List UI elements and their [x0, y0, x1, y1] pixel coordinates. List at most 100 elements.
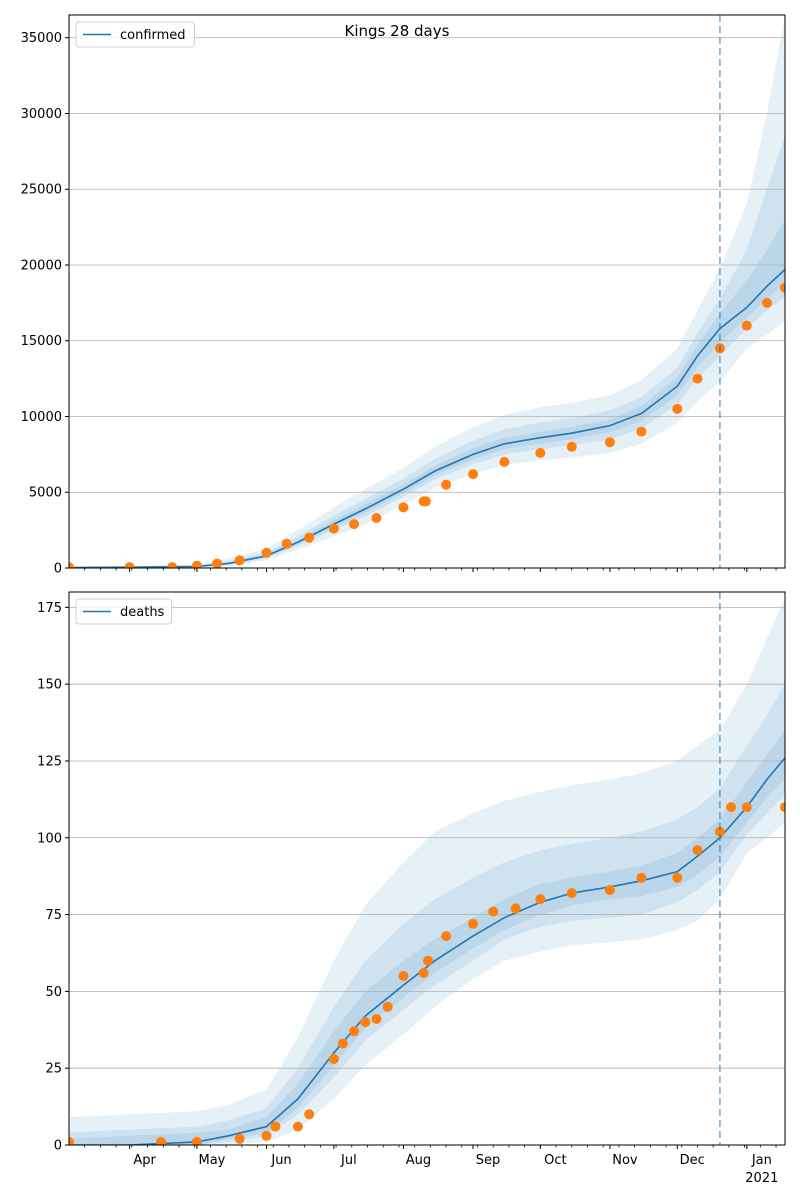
deaths-observed-point: [741, 802, 752, 813]
confirmed-observed-point: [741, 320, 752, 331]
deaths-x-tick-label: Jun: [270, 1153, 291, 1168]
confirmed-observed-point: [468, 469, 478, 480]
confirmed-model-median-line: [69, 268, 785, 568]
confirmed-y-tick-label: 30000: [21, 107, 62, 122]
confirmed-observed-point: [349, 519, 360, 530]
confirmed-observed-point: [780, 282, 785, 293]
confirmed-y-tick-label: 15000: [21, 334, 62, 349]
deaths-x-tick-label: May: [198, 1153, 225, 1168]
confirmed-observed-point: [261, 547, 272, 558]
deaths-y-tick-label: 100: [37, 831, 62, 846]
deaths-y-tick-label: 75: [45, 908, 62, 923]
deaths-model-median-line: [69, 757, 785, 1145]
deaths-observed-point: [636, 872, 647, 883]
deaths-observed-point: [328, 1054, 339, 1064]
chart-title: Kings 28 days: [345, 22, 450, 40]
confirmed-observed-point: [304, 532, 315, 543]
confirmed-panel: 0 5000 10000 15000 20000 25000 30000 35000 conf…: [21, 14, 786, 577]
confirmed-observed-point: [692, 373, 703, 384]
deaths-observed-point: [418, 968, 429, 978]
deaths-observed-point: [69, 1136, 74, 1145]
deaths-y-tick-label: 50: [45, 985, 62, 1000]
deaths-observed-points: [69, 802, 785, 1145]
deaths-observed-point: [488, 906, 499, 917]
confirmed-observed-point: [566, 441, 577, 452]
deaths-observed-point: [604, 885, 615, 895]
deaths-observed-point: [468, 918, 478, 929]
deaths-legend: deaths: [75, 598, 173, 625]
deaths-legend-box: [75, 598, 173, 625]
deaths-x-tick-label: Dec: [680, 1153, 705, 1168]
deaths-observed-point: [692, 845, 703, 856]
confirmed-observed-point: [234, 555, 245, 566]
deaths-y-tick-label: 125: [37, 754, 62, 769]
confirmed-observed-point: [371, 513, 382, 523]
confirmed-observed-point: [328, 523, 339, 534]
deaths-gridlines: [69, 606, 785, 1069]
deaths-observed-point: [270, 1121, 281, 1132]
deaths-panel: 0 25 50 75 100 125 150 175 Apr May Jun Jul Aug Sep Oct…: [37, 591, 786, 1186]
deaths-observed-point: [398, 971, 409, 981]
confirmed-observed-point: [124, 562, 135, 568]
deaths-y-tick-label: 175: [37, 601, 62, 616]
confirmed-y-tick-label: 25000: [21, 183, 62, 198]
confirmed-observed-point: [69, 562, 74, 568]
deaths-observed-point: [292, 1121, 303, 1132]
confirmed-legend: confirmed: [75, 21, 195, 48]
confirmed-gridlines: [69, 37, 785, 493]
confirmed-band-middle: [69, 136, 785, 568]
deaths-observed-point: [156, 1136, 166, 1145]
confirmed-observed-points: [69, 282, 785, 568]
confirmed-axes: 0 5000 10000 15000 20000 25000 30000 35000: [21, 14, 786, 577]
deaths-observed-point: [261, 1130, 272, 1141]
deaths-model-line: [69, 757, 785, 1145]
deaths-observed-point: [360, 1017, 371, 1028]
deaths-x-tick-label: Aug: [406, 1153, 431, 1168]
confirmed-axes-frame: [68, 14, 786, 569]
deaths-legend-label: deaths: [120, 605, 165, 620]
deaths-observed-point: [191, 1136, 202, 1145]
deaths-observed-point: [382, 1001, 393, 1012]
confirmed-y-tick-label: 20000: [21, 258, 62, 273]
deaths-observed-point: [234, 1133, 245, 1144]
confirmed-observed-point: [398, 502, 409, 513]
deaths-observed-point: [726, 802, 737, 813]
confirmed-legend-label: confirmed: [120, 28, 186, 43]
deaths-observed-point: [780, 802, 785, 813]
deaths-x-tick-label: Sep: [476, 1153, 501, 1168]
confirmed-band-outer: [69, 15, 785, 568]
deaths-y-tick-label: 0: [54, 1139, 62, 1154]
deaths-observed-point: [371, 1014, 382, 1024]
deaths-observed-point: [423, 955, 434, 966]
deaths-observed-point: [337, 1038, 348, 1049]
confirmed-observed-point: [762, 297, 772, 308]
deaths-x-year-label: 2021: [745, 1171, 778, 1186]
confirmed-model-line: [69, 268, 785, 568]
confirmed-band-inner: [69, 219, 785, 568]
confirmed-y-tick-label: 5000: [29, 486, 62, 501]
deaths-y-tick-label: 25: [45, 1062, 62, 1077]
deaths-observed-point: [566, 888, 577, 899]
confirmed-observed-point: [191, 560, 202, 568]
confirmed-observed-point: [212, 558, 223, 568]
confirmed-observed-point: [604, 437, 615, 448]
deaths-observed-point: [304, 1109, 315, 1120]
deaths-axes: 0 25 50 75 100 125 150 175 Apr May Jun Jul Aug Sep Oct…: [37, 591, 786, 1186]
deaths-observed-point: [510, 903, 521, 914]
confirmed-observed-point: [441, 479, 452, 490]
deaths-observed-point: [349, 1026, 360, 1037]
deaths-x-tick-label: Jan: [751, 1153, 772, 1168]
confirmed-y-tick-label: 35000: [21, 31, 62, 46]
deaths-observed-point: [535, 894, 546, 905]
confirmed-observed-point: [420, 496, 431, 507]
confirmed-legend-box: [75, 21, 195, 48]
deaths-axes-frame: [68, 591, 786, 1146]
deaths-x-tick-label: Nov: [612, 1153, 638, 1168]
confirmed-uncertainty-bands: [69, 15, 785, 568]
deaths-y-tick-label: 150: [37, 678, 62, 693]
confirmed-y-tick-label: 0: [54, 562, 62, 577]
deaths-observed-point: [714, 826, 725, 837]
deaths-x-tick-label: Apr: [133, 1153, 156, 1168]
confirmed-observed-point: [281, 538, 292, 549]
